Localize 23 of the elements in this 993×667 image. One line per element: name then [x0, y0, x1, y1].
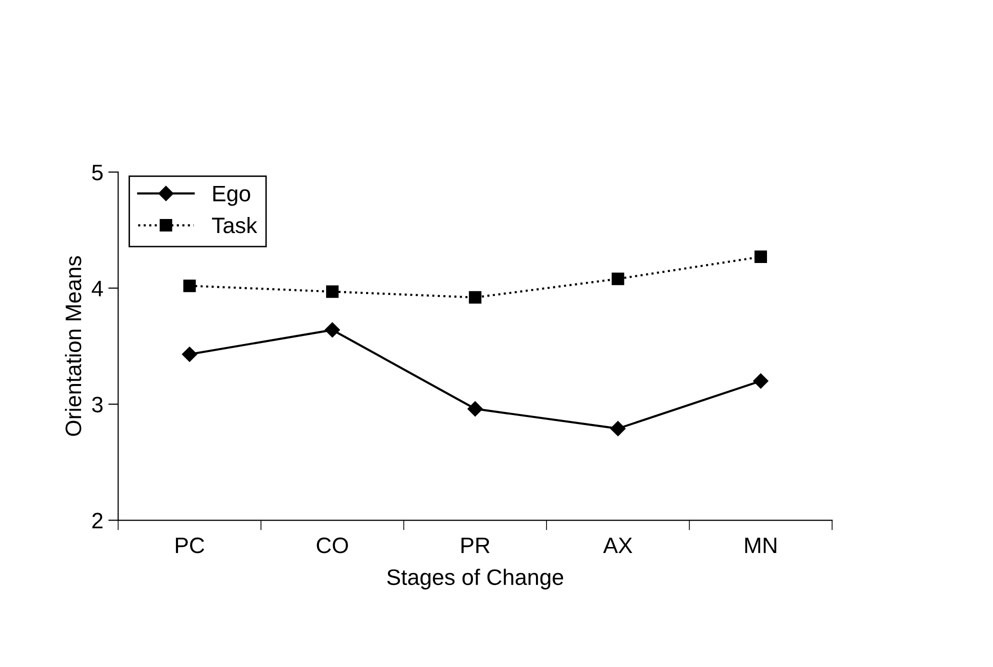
point	[612, 272, 624, 286]
point	[468, 401, 483, 416]
point	[183, 280, 196, 292]
point	[754, 250, 767, 264]
legend-label: Task	[212, 216, 258, 234]
x-tick-label: AX	[603, 538, 632, 554]
point	[610, 421, 626, 436]
point	[468, 291, 482, 304]
point	[324, 322, 340, 338]
x-tick-label: PC	[176, 538, 204, 554]
legend-label: Ego	[213, 186, 250, 206]
x-tick-label: PR	[462, 538, 490, 554]
y-tick-label: 5	[92, 164, 103, 180]
x-tick-label: MN	[745, 538, 776, 554]
x-tick-label: CO	[316, 538, 348, 554]
y-tick-label: 3	[92, 396, 103, 412]
point	[326, 285, 339, 298]
y-tick-label: 4	[92, 280, 103, 296]
y-axis-title: Orientation Means	[64, 256, 82, 436]
point	[182, 346, 198, 362]
x-axis-title: Stages of Change	[387, 568, 564, 590]
y-tick-label: 2	[92, 512, 102, 528]
point	[753, 373, 768, 389]
